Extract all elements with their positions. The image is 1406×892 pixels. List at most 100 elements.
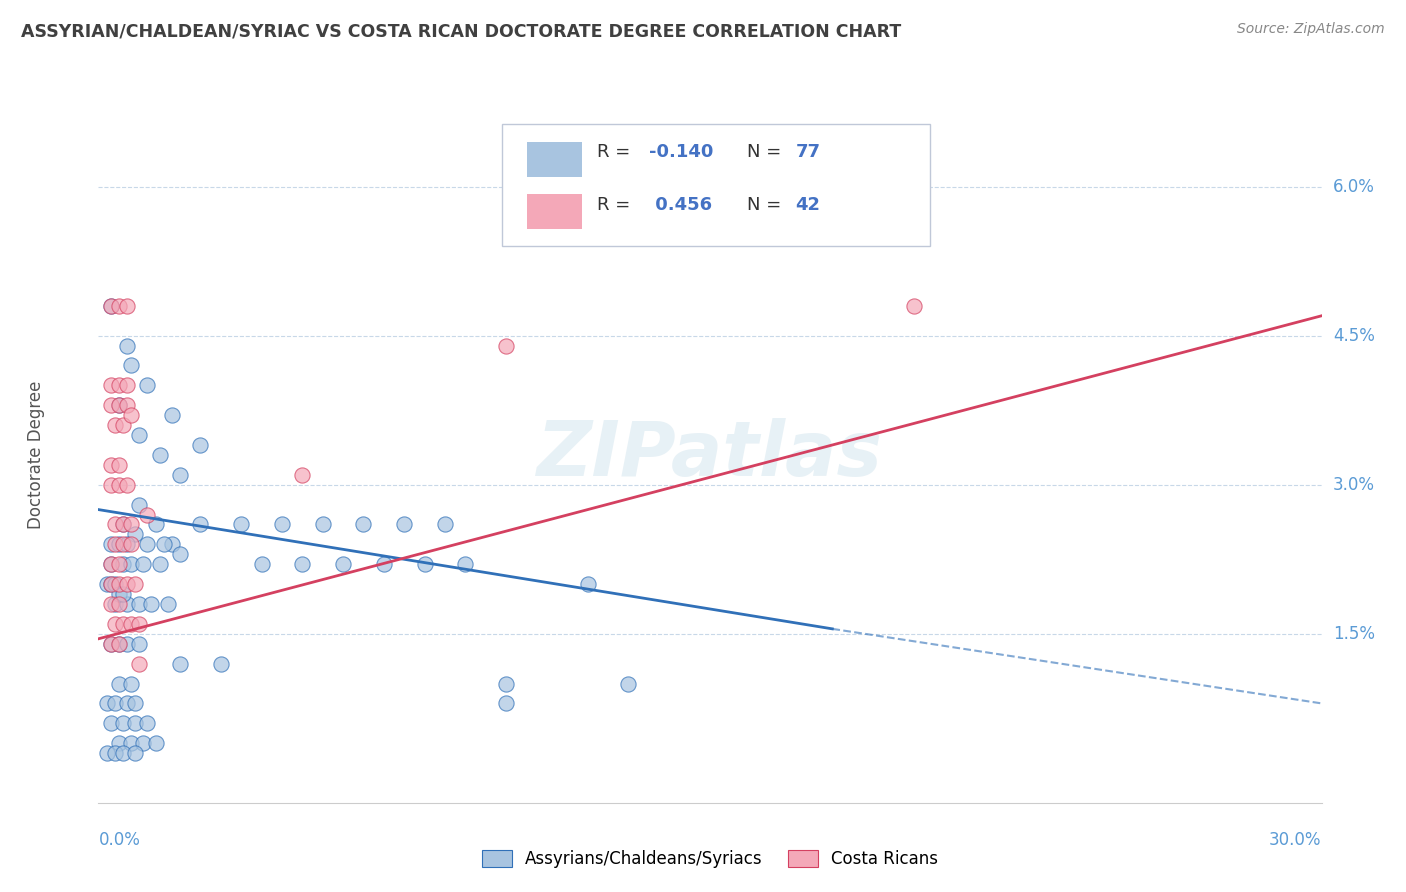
Point: [115, 398, 138, 412]
Point: [454, 558, 477, 572]
Point: [108, 378, 131, 392]
Point: [104, 616, 127, 631]
Point: [100, 458, 122, 472]
Point: [108, 537, 131, 551]
Point: [120, 359, 142, 373]
Text: 3.0%: 3.0%: [1333, 475, 1375, 494]
Text: R =: R =: [598, 196, 637, 214]
Point: [115, 697, 138, 711]
Point: [115, 477, 138, 491]
Point: [120, 517, 142, 532]
Point: [145, 517, 167, 532]
Point: [111, 537, 134, 551]
Point: [392, 517, 416, 532]
Point: [188, 517, 212, 532]
Point: [96, 746, 118, 760]
Point: [120, 537, 142, 551]
Point: [128, 616, 150, 631]
Text: N =: N =: [747, 196, 787, 214]
Text: 6.0%: 6.0%: [1333, 178, 1375, 195]
Point: [108, 577, 131, 591]
Text: ZIPatlas: ZIPatlas: [537, 418, 883, 491]
Point: [115, 637, 138, 651]
Point: [111, 616, 134, 631]
Point: [104, 418, 127, 433]
Point: [111, 587, 134, 601]
Point: [100, 558, 122, 572]
Point: [188, 438, 212, 452]
Point: [100, 637, 122, 651]
Point: [100, 577, 122, 591]
Point: [124, 527, 146, 541]
Point: [160, 408, 183, 422]
Point: [160, 537, 183, 551]
Point: [108, 299, 131, 313]
Point: [136, 378, 159, 392]
Point: [108, 676, 131, 690]
Point: [108, 398, 131, 412]
Point: [100, 477, 122, 491]
Point: [100, 716, 122, 731]
Point: [124, 577, 146, 591]
Point: [108, 637, 131, 651]
Text: -0.140: -0.140: [648, 144, 713, 161]
Point: [128, 657, 150, 671]
Point: [96, 697, 118, 711]
Point: [111, 558, 134, 572]
Legend: Assyrians/Chaldeans/Syriacs, Costa Ricans: Assyrians/Chaldeans/Syriacs, Costa Rican…: [475, 843, 945, 874]
Point: [413, 558, 436, 572]
Point: [115, 299, 138, 313]
Point: [128, 428, 150, 442]
Point: [115, 378, 138, 392]
Point: [108, 398, 131, 412]
Point: [149, 558, 172, 572]
Point: [104, 597, 127, 611]
Point: [108, 587, 131, 601]
Point: [108, 477, 131, 491]
Point: [124, 716, 146, 731]
Point: [128, 498, 150, 512]
Point: [291, 558, 314, 572]
Point: [128, 597, 150, 611]
Point: [149, 448, 172, 462]
Point: [132, 736, 155, 750]
Point: [96, 577, 118, 591]
Point: [270, 517, 294, 532]
Point: [120, 736, 142, 750]
Point: [104, 517, 127, 532]
Point: [108, 458, 131, 472]
Point: [617, 676, 640, 690]
Point: [145, 736, 167, 750]
Text: 4.5%: 4.5%: [1333, 326, 1375, 344]
Text: N =: N =: [747, 144, 787, 161]
Point: [104, 537, 127, 551]
Point: [576, 577, 599, 591]
Point: [209, 657, 232, 671]
Point: [115, 597, 138, 611]
Point: [115, 338, 138, 352]
Point: [120, 408, 142, 422]
Point: [104, 577, 127, 591]
Point: [120, 676, 142, 690]
Point: [120, 558, 142, 572]
Point: [111, 746, 134, 760]
Text: 30.0%: 30.0%: [1270, 830, 1322, 848]
Text: 0.456: 0.456: [648, 196, 711, 214]
Point: [152, 537, 174, 551]
Point: [100, 299, 122, 313]
Point: [169, 547, 191, 561]
Point: [100, 558, 122, 572]
Point: [291, 467, 314, 482]
FancyBboxPatch shape: [527, 142, 582, 177]
Point: [495, 338, 517, 352]
Point: [136, 716, 159, 731]
Text: 1.5%: 1.5%: [1333, 624, 1375, 643]
Point: [108, 637, 131, 651]
Point: [100, 597, 122, 611]
Point: [124, 697, 146, 711]
Point: [108, 736, 131, 750]
Point: [903, 299, 925, 313]
Point: [100, 537, 122, 551]
Point: [495, 676, 517, 690]
Point: [100, 378, 122, 392]
